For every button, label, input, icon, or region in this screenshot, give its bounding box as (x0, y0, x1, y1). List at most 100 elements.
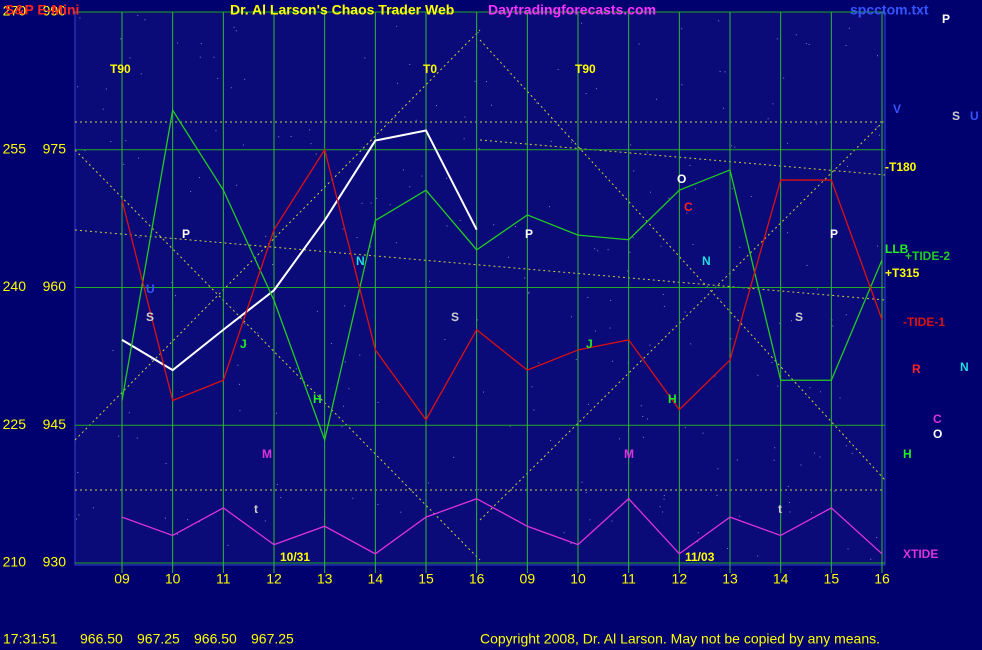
star (717, 468, 719, 470)
star (138, 157, 140, 159)
star (538, 362, 540, 364)
status-time: 17:31:51 (3, 631, 58, 647)
star (265, 235, 267, 237)
star (847, 548, 849, 550)
star (136, 437, 138, 439)
star (137, 14, 139, 16)
star (681, 84, 683, 86)
star (594, 330, 596, 332)
star (509, 425, 511, 427)
star (105, 88, 107, 90)
star (673, 282, 675, 284)
star (589, 519, 591, 521)
star (777, 385, 779, 387)
star (315, 153, 317, 155)
star (609, 327, 611, 329)
star (817, 288, 819, 290)
star (348, 388, 350, 390)
star (813, 452, 815, 454)
x-tick-label: 15 (824, 571, 840, 587)
star (396, 25, 398, 27)
file-name: spcctom.txt (850, 2, 929, 18)
x-tick-label: 14 (368, 571, 384, 587)
star (876, 536, 878, 538)
star (731, 145, 733, 147)
star (570, 316, 572, 318)
annotation: N (356, 254, 365, 268)
x-tick-label: 12 (266, 571, 282, 587)
star (242, 144, 244, 146)
star (278, 136, 280, 138)
star (352, 497, 354, 499)
star (364, 57, 366, 59)
star (330, 342, 332, 344)
star (714, 375, 716, 377)
annotation: M (262, 447, 272, 461)
annotation: 10/31 (280, 550, 310, 564)
star (845, 314, 847, 316)
star (697, 541, 699, 543)
star (476, 319, 478, 321)
star (662, 511, 664, 513)
series-line (121, 497, 883, 555)
star (244, 78, 246, 80)
star (482, 391, 484, 393)
star (227, 544, 229, 546)
star (396, 82, 398, 84)
star (402, 169, 404, 171)
star (739, 246, 741, 248)
star (464, 116, 466, 118)
star (611, 520, 613, 522)
star (309, 129, 311, 131)
star (280, 497, 282, 499)
star (876, 126, 878, 128)
star (524, 277, 526, 279)
star (834, 490, 836, 492)
y2-tick-label: 210 (3, 554, 27, 570)
star (528, 291, 530, 293)
star (84, 150, 86, 152)
star (235, 30, 237, 32)
star (773, 459, 775, 461)
star (409, 186, 411, 188)
star (632, 236, 634, 238)
star (370, 202, 372, 204)
star (587, 296, 589, 298)
star (718, 20, 720, 22)
annotation: M (624, 447, 634, 461)
star (177, 42, 179, 44)
star (151, 358, 153, 360)
y2-tick-label: 270 (3, 3, 27, 19)
star (243, 322, 245, 324)
star (198, 177, 200, 179)
star (77, 472, 79, 474)
star (587, 403, 589, 405)
annotation: H (313, 392, 322, 406)
y2-tick-label: 240 (3, 278, 27, 294)
star (610, 299, 612, 301)
star (436, 105, 438, 107)
star (663, 498, 665, 500)
star (845, 445, 847, 447)
star (128, 412, 130, 414)
status-quote: 966.50 (194, 631, 237, 647)
star (731, 188, 733, 190)
star (656, 98, 658, 100)
star (772, 103, 774, 105)
star (697, 532, 699, 534)
y-tick-label: 960 (43, 278, 67, 294)
star (663, 305, 665, 307)
annotation: t (778, 502, 782, 516)
star (660, 245, 662, 247)
star (788, 502, 790, 504)
star (771, 362, 773, 364)
star (217, 78, 219, 80)
y2-tick-label: 255 (3, 140, 27, 156)
x-tick-label: 13 (722, 571, 738, 587)
stars (76, 14, 880, 560)
star (453, 456, 455, 458)
star (684, 427, 686, 429)
legend-entry: XTIDE (903, 547, 938, 561)
star (816, 123, 818, 125)
star (478, 148, 480, 150)
